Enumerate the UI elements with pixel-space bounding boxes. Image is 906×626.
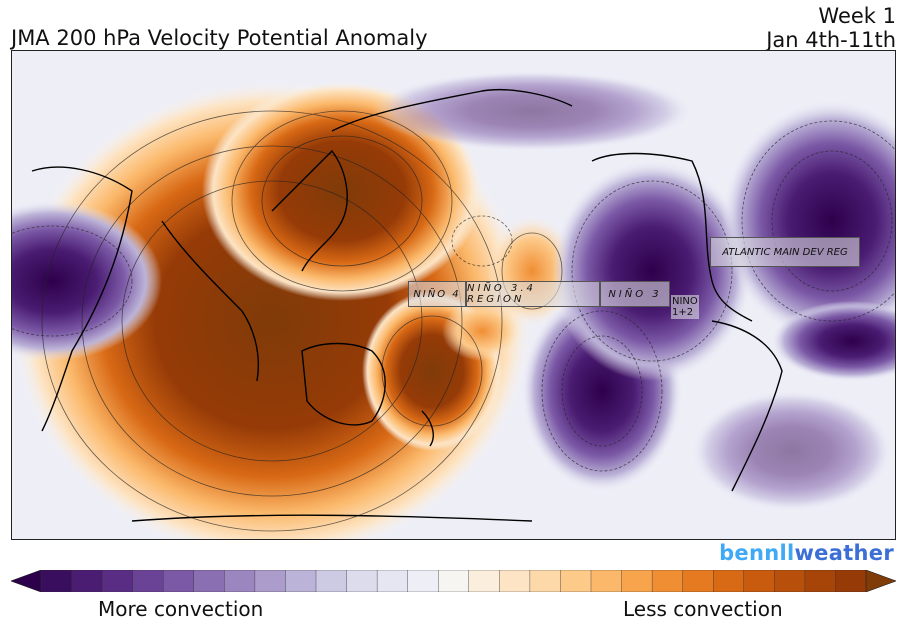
colorbar-swatch (804, 570, 837, 592)
date-range: Jan 4th-11th (766, 28, 896, 52)
colorbar-max-arrow (865, 570, 896, 592)
colorbar-swatch (224, 570, 256, 592)
more-convection-label: More convection (98, 597, 264, 621)
colorbar-swatch (560, 570, 592, 592)
colorbar-swatch (285, 570, 317, 592)
atlantic-region: ATLANTIC MAIN DEV REG (710, 237, 860, 267)
colorbar-swatch (193, 570, 226, 592)
colorbar-swatch (438, 570, 470, 592)
colorbar-swatch (713, 570, 745, 592)
colorbar-swatch (40, 570, 73, 592)
colorbar (11, 570, 896, 592)
colorbar-swatch (651, 570, 684, 592)
map-title: JMA 200 hPa Velocity Potential Anomaly (11, 26, 428, 50)
nino3-region: NIÑO 3 (600, 281, 670, 307)
brand-logo: bennllweather (719, 541, 894, 565)
colorbar-swatch (743, 570, 776, 592)
colorbar-swatch (376, 570, 409, 592)
colorbar-swatch (499, 570, 531, 592)
nino4-region: NIÑO 4 (408, 281, 466, 307)
colorbar-swatch (835, 570, 867, 592)
colorbar-swatch (529, 570, 562, 592)
colorbar-swatch (132, 570, 164, 592)
colorbar-swatch (101, 570, 134, 592)
colorbar-swatch (346, 570, 378, 592)
colorbar-swatch (774, 570, 806, 592)
colorbar-swatch (590, 570, 623, 592)
colorbar-swatch (682, 570, 714, 592)
colorbar-swatch (71, 570, 103, 592)
colorbar-swatch (315, 570, 348, 592)
less-convection-label: Less convection (623, 597, 783, 621)
colorbar-swatch (254, 570, 287, 592)
anomaly-map: NIÑO 4 NIÑO 3.4 REGION NIÑO 3 NINO 1+2 A… (11, 50, 896, 540)
week-label: Week 1 (818, 4, 896, 28)
contour-field (12, 51, 895, 539)
nino34-region: NIÑO 3.4 REGION (466, 281, 600, 307)
period-label: Week 1 Jan 4th-11th (766, 4, 896, 52)
colorbar-swatch (163, 570, 195, 592)
colorbar-swatch (407, 570, 439, 592)
colorbar-swatch (468, 570, 501, 592)
colorbar-min-arrow (11, 570, 42, 592)
colorbar-swatch (621, 570, 653, 592)
nino12-region: NINO 1+2 (671, 295, 699, 319)
